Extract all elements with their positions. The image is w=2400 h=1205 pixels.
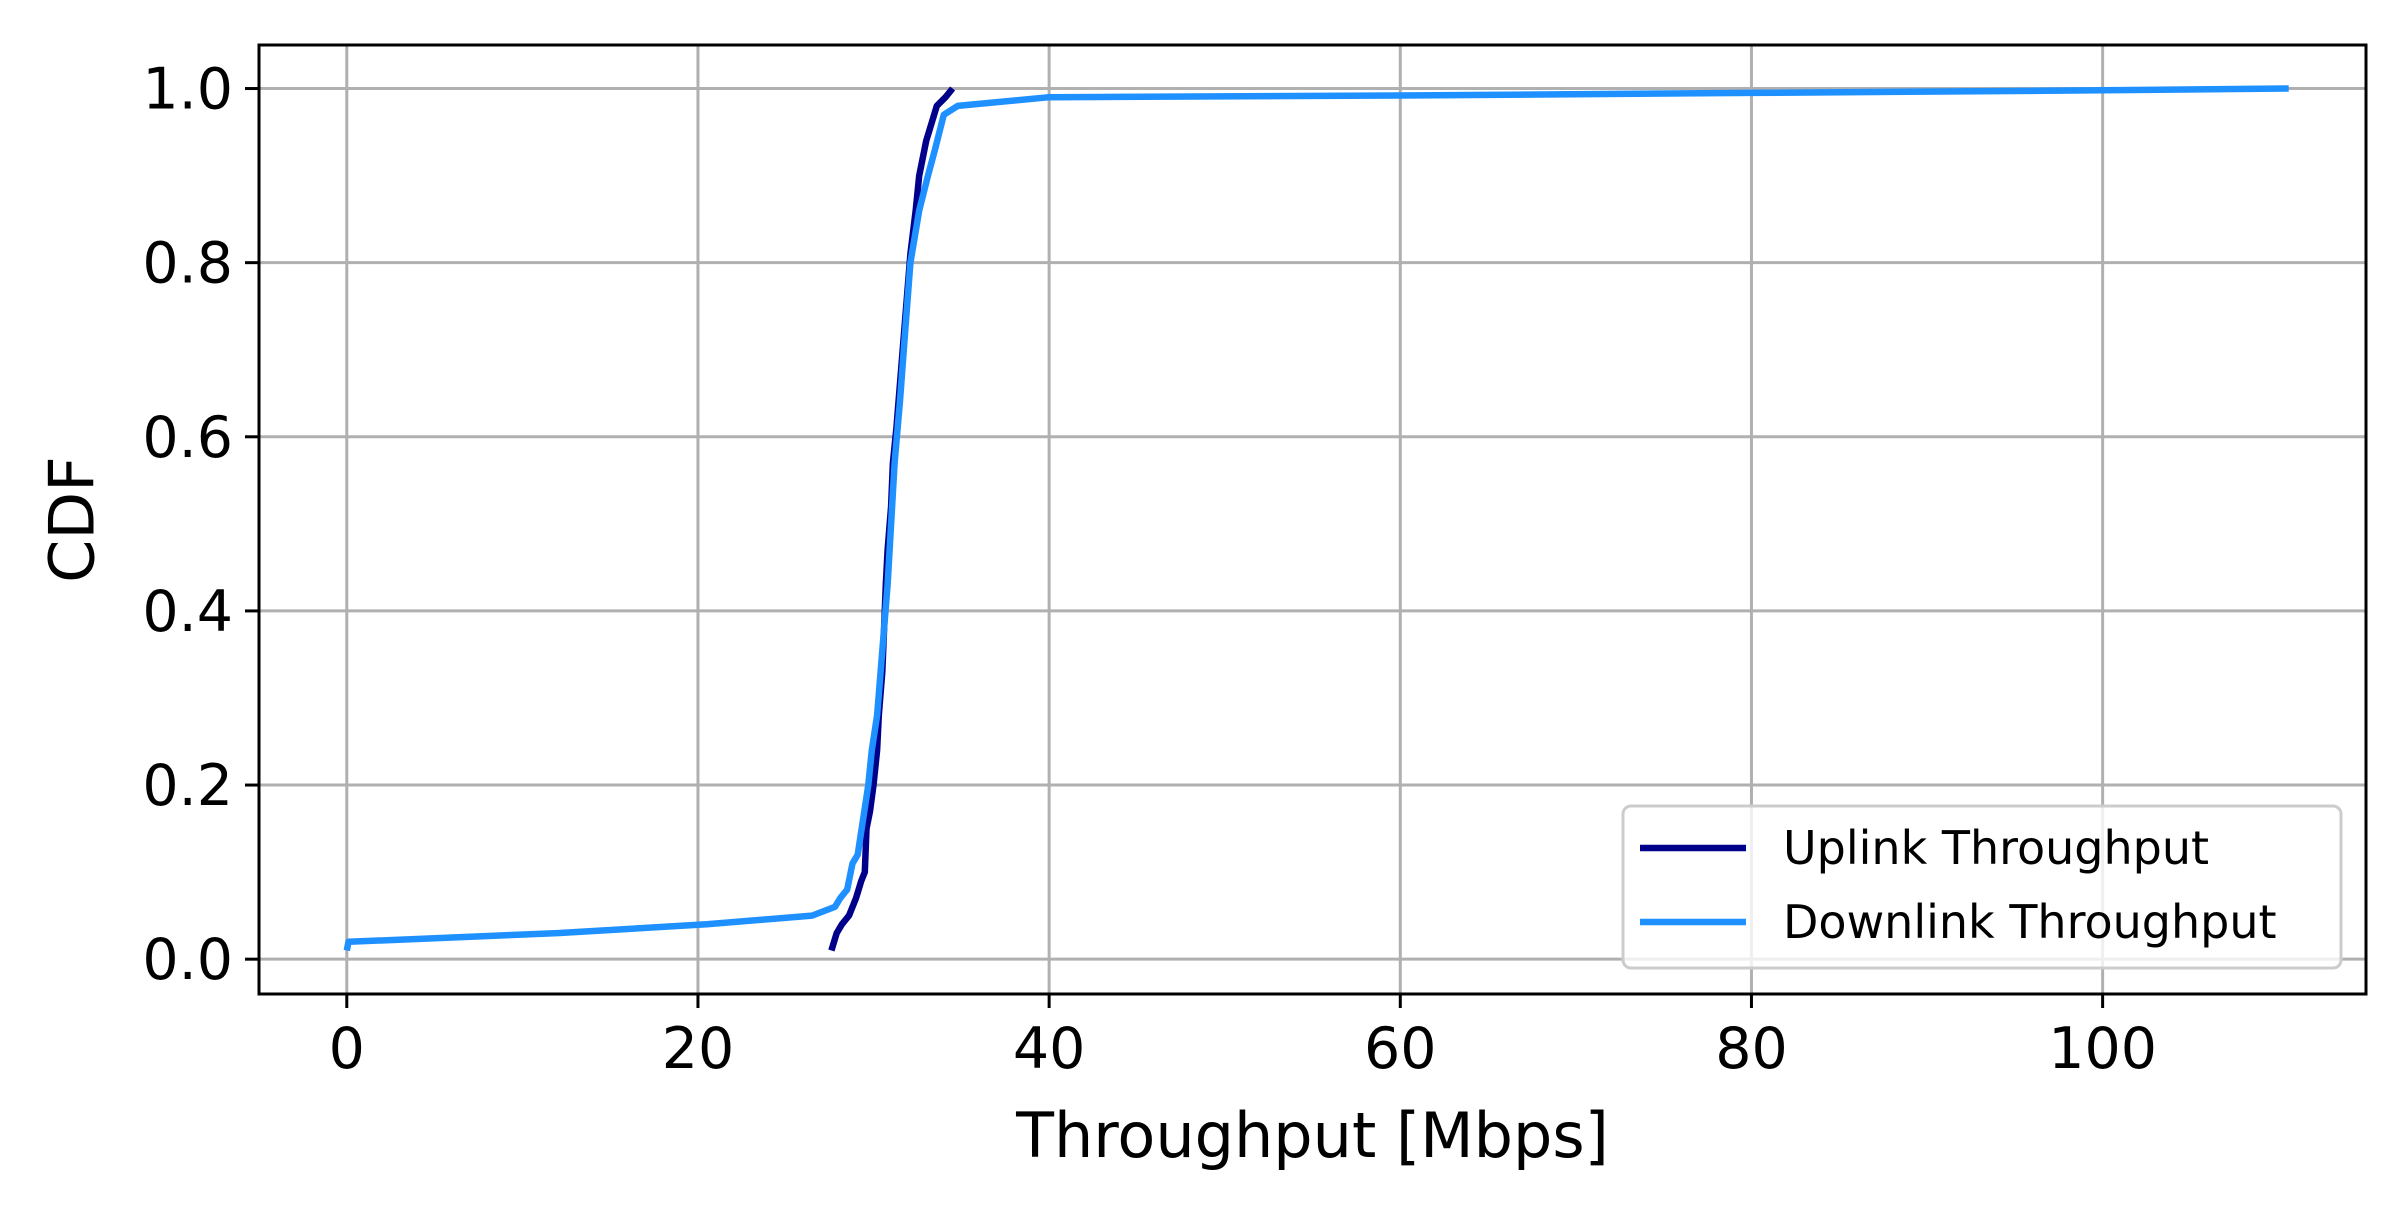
- y-tick-label: 0.6: [142, 405, 233, 471]
- x-tick-label: 40: [1013, 1016, 1086, 1082]
- y-tick-label: 0.2: [142, 753, 233, 819]
- series-layer: [343, 85, 2289, 952]
- y-tick-label: 1.0: [142, 57, 233, 123]
- x-tick-label: 80: [1715, 1016, 1788, 1082]
- legend-label-1: Downlink Throughput: [1783, 895, 2277, 949]
- legend-label-0: Uplink Throughput: [1783, 821, 2209, 875]
- tick-layer: 0 20 40 60 80 100 0.0 0.2 0.4 0.6 0.8 1.0: [142, 57, 2157, 1082]
- grid-layer: [259, 45, 2366, 994]
- legend: Uplink Throughput Downlink Throughput: [1621, 804, 2343, 970]
- x-tick-label: 20: [662, 1016, 735, 1082]
- x-tick-label: 60: [1364, 1016, 1437, 1082]
- x-tick-label: 100: [2048, 1016, 2157, 1082]
- y-tick-label: 0.8: [142, 231, 233, 297]
- y-axis-label: CDF: [36, 456, 109, 583]
- x-axis-label: Throughput [Mbps]: [1015, 1099, 1609, 1172]
- y-tick-label: 0.0: [142, 927, 233, 993]
- y-tick-label: 0.4: [142, 579, 233, 645]
- legend-items: Uplink Throughput Downlink Throughput: [1640, 821, 2277, 949]
- legend-box: [1621, 804, 2343, 970]
- series-line-1: [343, 85, 2289, 952]
- plot-frame: [257, 43, 2368, 996]
- x-tick-label: 0: [329, 1016, 365, 1082]
